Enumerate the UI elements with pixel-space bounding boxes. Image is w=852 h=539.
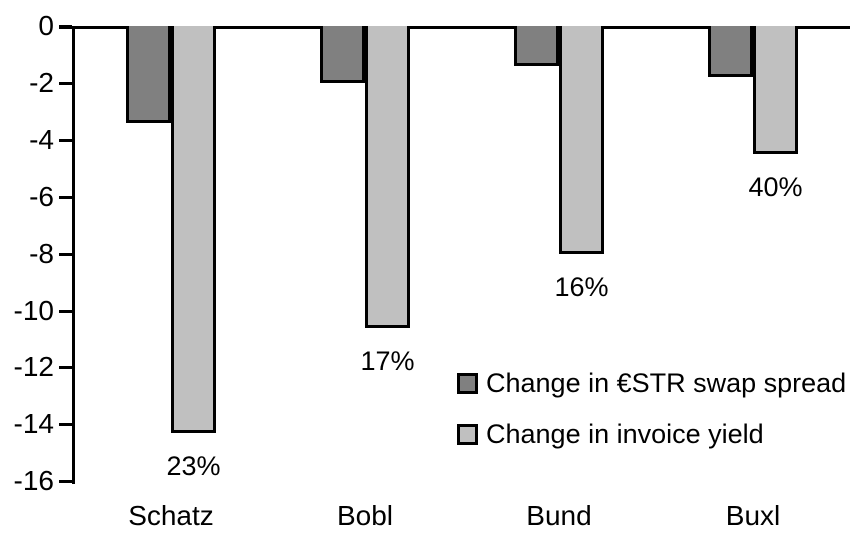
- invoice-yield-swatch-icon: [457, 423, 478, 445]
- y-axis-tick: [59, 309, 72, 313]
- bar-value-label: 40%: [748, 172, 803, 203]
- y-axis-tick: [59, 81, 72, 85]
- legend-label-invoice-yield: Change in invoice yield: [486, 419, 764, 449]
- y-axis-tick: [59, 25, 72, 28]
- bar-swap-spread: [126, 26, 171, 123]
- bar-invoice-yield: [365, 26, 410, 328]
- y-axis-tick: [59, 480, 72, 484]
- y-tick-label: -12: [13, 351, 54, 383]
- y-tick-label: -4: [29, 123, 54, 155]
- category-label: Buxl: [725, 500, 781, 531]
- y-axis-tick: [59, 195, 72, 199]
- y-axis-line: [72, 26, 75, 484]
- y-tick-label: -6: [29, 180, 54, 212]
- y-tick-label: -14: [13, 408, 54, 440]
- legend-item-swap-spread: Change in €STR swap spread: [457, 368, 846, 398]
- y-axis-tick: [59, 423, 72, 427]
- y-tick-label: -16: [13, 465, 54, 497]
- bar-swap-spread: [708, 26, 753, 78]
- y-axis-tick: [59, 138, 72, 142]
- category-label: Bobl: [336, 500, 394, 531]
- y-tick-label: -10: [13, 294, 54, 326]
- bar-invoice-yield: [171, 26, 216, 433]
- y-axis-tick: [59, 366, 72, 370]
- y-tick-label: -8: [29, 237, 54, 269]
- legend: Change in €STR swap spread Change in inv…: [457, 368, 846, 470]
- bar-invoice-yield: [753, 26, 798, 155]
- bar-swap-spread: [514, 26, 559, 66]
- bar-value-label: 17%: [360, 345, 415, 376]
- y-axis-tick: [59, 252, 72, 256]
- legend-label-swap-spread: Change in €STR swap spread: [486, 368, 847, 398]
- x-axis-zero-line: [59, 26, 850, 29]
- swap-spread-swatch-icon: [457, 372, 478, 394]
- legend-item-invoice-yield: Change in invoice yield: [457, 419, 846, 449]
- bar-swap-spread: [320, 26, 365, 84]
- bar-invoice-yield: [559, 26, 604, 254]
- category-label: Bund: [526, 500, 592, 531]
- category-label: Schatz: [128, 500, 214, 531]
- bar-value-label: 16%: [554, 271, 609, 302]
- bar-value-label: 23%: [166, 450, 221, 481]
- y-tick-label: 0: [38, 10, 54, 41]
- y-tick-label: -2: [29, 66, 54, 98]
